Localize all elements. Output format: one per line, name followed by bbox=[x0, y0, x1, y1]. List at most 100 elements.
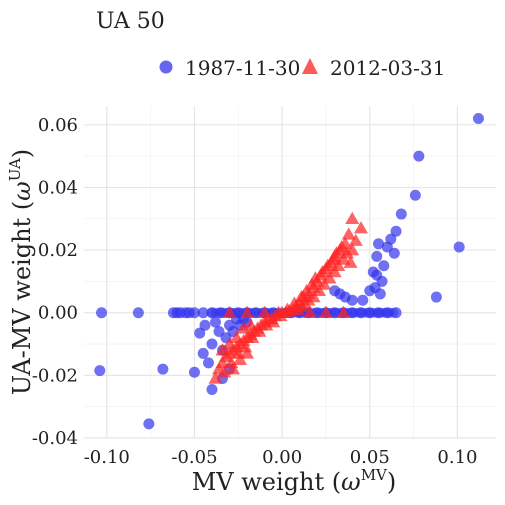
data-point-2012-03-31 bbox=[334, 239, 349, 253]
data-point-2012-03-31 bbox=[339, 246, 354, 259]
data-point-2012-03-31 bbox=[287, 296, 302, 309]
data-point-2012-03-31 bbox=[317, 277, 332, 290]
data-point-1987-11-30 bbox=[197, 307, 209, 319]
data-point-2012-03-31 bbox=[231, 346, 246, 359]
y-axis-title-omega: ω bbox=[8, 181, 36, 201]
data-point-2012-03-31 bbox=[215, 343, 230, 356]
data-point-2012-03-31 bbox=[303, 305, 318, 318]
data-point-1987-11-30 bbox=[374, 288, 386, 300]
data-point-1987-11-30 bbox=[430, 291, 442, 303]
data-point-1987-11-30 bbox=[373, 238, 385, 250]
data-point-2012-03-31 bbox=[238, 340, 253, 353]
data-point-1987-11-30 bbox=[188, 366, 200, 378]
y-tick-label: 0.00 bbox=[38, 303, 78, 324]
x-tick-label: 0.10 bbox=[437, 447, 477, 468]
legend-marker-2012-03-31 bbox=[302, 58, 318, 74]
data-point-1987-11-30 bbox=[197, 347, 209, 359]
data-point-2012-03-31 bbox=[308, 271, 323, 284]
data-point-2012-03-31 bbox=[222, 337, 237, 350]
data-point-2012-03-31 bbox=[341, 227, 356, 240]
data-point-1987-11-30 bbox=[329, 285, 341, 297]
data-point-2012-03-31 bbox=[226, 362, 241, 375]
data-point-2012-03-31 bbox=[294, 290, 309, 303]
x-tick-labels: -0.10 -0.05 0.00 0.05 0.10 bbox=[84, 447, 478, 468]
data-point-1987-11-30 bbox=[209, 316, 221, 328]
x-tick-label: -0.10 bbox=[84, 447, 130, 468]
data-point-1987-11-30 bbox=[206, 338, 218, 350]
data-point-2012-03-31 bbox=[243, 318, 258, 331]
data-point-2012-03-31 bbox=[252, 324, 267, 337]
x-axis-title-sup: MV bbox=[361, 466, 388, 484]
data-point-1987-11-30 bbox=[395, 208, 407, 220]
grid bbox=[84, 106, 496, 439]
y-tick-label: 0.04 bbox=[38, 177, 78, 198]
data-point-1987-11-30 bbox=[364, 285, 376, 297]
series-2012-03-31 bbox=[208, 211, 369, 384]
data-point-2012-03-31 bbox=[354, 221, 369, 234]
legend-label-1987-11-30: 1987-11-30 bbox=[185, 56, 300, 80]
data-point-1987-11-30 bbox=[132, 307, 144, 319]
data-point-2012-03-31 bbox=[290, 302, 305, 315]
data-point-1987-11-30 bbox=[206, 383, 218, 395]
x-axis-title-omega: ω bbox=[341, 468, 361, 496]
data-point-2012-03-31 bbox=[327, 265, 342, 278]
x-tick-label: 0.00 bbox=[262, 447, 302, 468]
data-point-1987-11-30 bbox=[388, 307, 399, 318]
series-1987-11-30 bbox=[94, 113, 484, 430]
data-point-2012-03-31 bbox=[299, 283, 314, 297]
data-point-1987-11-30 bbox=[390, 225, 402, 237]
data-point-2012-03-31 bbox=[320, 258, 335, 271]
data-point-1987-11-30 bbox=[453, 241, 465, 253]
data-point-2012-03-31 bbox=[259, 318, 274, 331]
x-axis-title: MV weight (ωMV) bbox=[192, 466, 397, 496]
data-point-2012-03-31 bbox=[217, 365, 232, 378]
data-point-2012-03-31 bbox=[325, 252, 340, 265]
y-axis-title-main: UA-MV weight ( bbox=[8, 201, 36, 395]
data-point-2012-03-31 bbox=[233, 352, 248, 365]
data-point-1987-11-30 bbox=[413, 150, 425, 162]
data-point-2012-03-31 bbox=[266, 315, 281, 328]
data-point-1987-11-30 bbox=[188, 307, 200, 319]
data-point-2012-03-31 bbox=[345, 211, 360, 225]
legend: 1987-11-30 2012-03-31 bbox=[159, 56, 445, 80]
data-point-2012-03-31 bbox=[348, 233, 363, 246]
legend-marker-1987-11-30 bbox=[159, 60, 173, 74]
data-point-1987-11-30 bbox=[94, 365, 106, 377]
y-tick-labels: -0.04 -0.02 0.00 0.02 0.04 0.06 bbox=[32, 115, 78, 449]
data-point-2012-03-31 bbox=[336, 305, 351, 318]
y-tick-label: -0.04 bbox=[32, 428, 78, 449]
data-point-1987-11-30 bbox=[409, 189, 421, 201]
data-point-2012-03-31 bbox=[224, 355, 239, 369]
x-axis-title-main: MV weight ( bbox=[192, 468, 341, 496]
y-tick-label: 0.02 bbox=[38, 240, 78, 261]
data-point-1987-11-30 bbox=[378, 260, 390, 272]
data-point-1987-11-30 bbox=[202, 357, 214, 369]
data-point-2012-03-31 bbox=[336, 252, 351, 265]
data-point-1987-11-30 bbox=[381, 241, 393, 253]
data-point-2012-03-31 bbox=[315, 265, 330, 278]
data-point-1987-11-30 bbox=[213, 326, 225, 338]
data-point-2012-03-31 bbox=[240, 305, 255, 318]
data-point-1987-11-30 bbox=[371, 250, 383, 262]
data-point-2012-03-31 bbox=[273, 308, 288, 322]
x-tick-label: 0.05 bbox=[350, 447, 390, 468]
data-point-1987-11-30 bbox=[96, 307, 108, 319]
data-point-1987-11-30 bbox=[357, 294, 369, 306]
data-point-2012-03-31 bbox=[229, 330, 244, 344]
data-point-1987-11-30 bbox=[143, 418, 155, 430]
data-point-2012-03-31 bbox=[208, 371, 223, 384]
y-axis-title: UA-MV weight (ωUA) bbox=[6, 149, 36, 395]
y-axis-title-sup: UA bbox=[6, 158, 24, 181]
data-point-2012-03-31 bbox=[236, 321, 251, 334]
data-point-1987-11-30 bbox=[199, 319, 211, 331]
data-point-1987-11-30 bbox=[472, 113, 484, 125]
data-point-2012-03-31 bbox=[322, 271, 337, 284]
data-point-2012-03-31 bbox=[343, 255, 358, 268]
data-point-2012-03-31 bbox=[240, 346, 255, 359]
data-point-2012-03-31 bbox=[304, 277, 319, 290]
data-point-2012-03-31 bbox=[329, 246, 344, 259]
data-point-1987-11-30 bbox=[194, 327, 206, 339]
data-point-1987-11-30 bbox=[339, 291, 351, 303]
data-point-1987-11-30 bbox=[371, 269, 383, 281]
